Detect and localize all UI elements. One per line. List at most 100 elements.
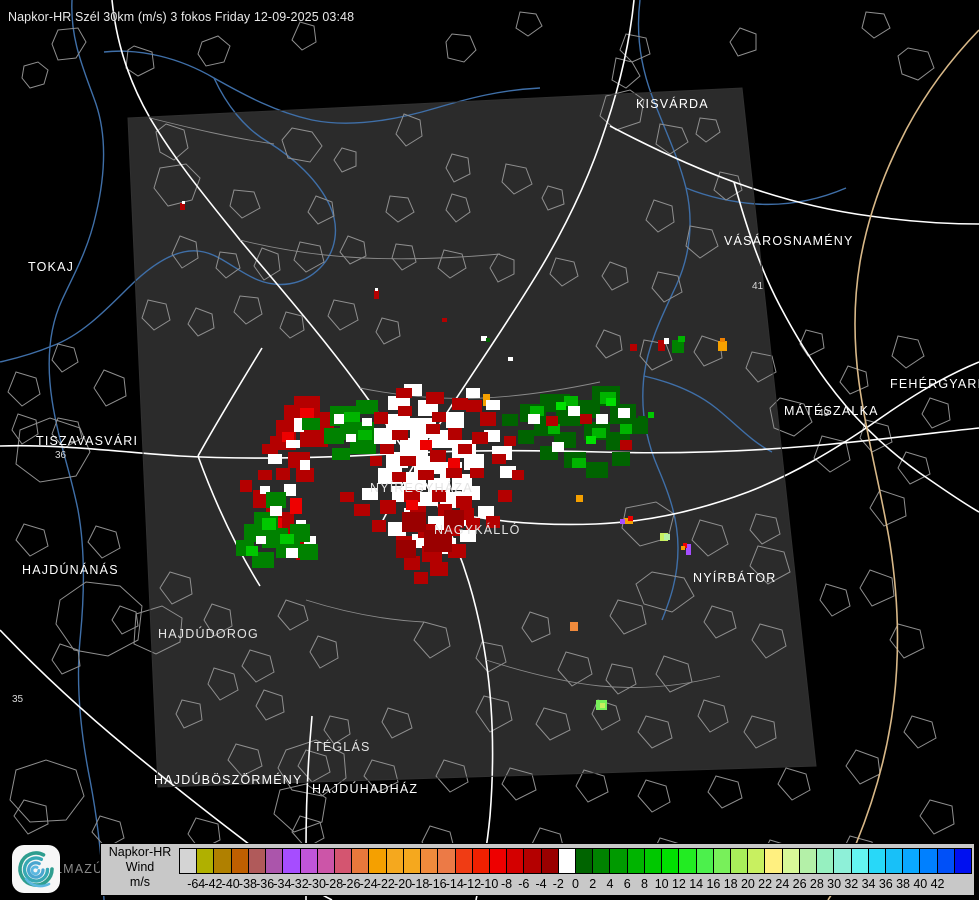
color-scale-cell[interactable] (885, 849, 904, 873)
color-scale-cell[interactable] (954, 849, 972, 873)
color-scale-tick-label: 40 (913, 877, 928, 891)
legend-subtitle: Wind (125, 860, 155, 874)
color-scale-cell[interactable] (180, 849, 198, 873)
color-scale-cell[interactable] (748, 849, 766, 873)
color-scale-tick-label: 28 (809, 877, 824, 891)
color-scale-tick-label: -28 (325, 877, 344, 891)
color-scale-tick-label: -8 (500, 877, 513, 891)
color-scale-tick-label: 4 (606, 877, 614, 891)
color-scale-tick-label: -20 (394, 877, 413, 891)
color-scale-cell[interactable] (386, 849, 404, 873)
color-scale-tick-label: -14 (445, 877, 464, 891)
color-scale-cell[interactable] (903, 849, 921, 873)
color-scale[interactable]: -64 -42 -40 -38 -36 -34 -32 -30 -28 -26 -24 -22 -20-… (179, 848, 972, 893)
color-scale-tick-label: -64 (187, 877, 206, 891)
color-scale-cell[interactable] (248, 849, 267, 873)
color-scale-cell[interactable] (799, 849, 818, 873)
color-scale-cell[interactable] (834, 849, 852, 873)
color-scale-tick-label: 36 (878, 877, 893, 891)
color-scale-cell[interactable] (421, 849, 439, 873)
color-scale-cell[interactable] (300, 849, 318, 873)
color-scale-cell[interactable] (438, 849, 456, 873)
color-scale-cell[interactable] (731, 849, 749, 873)
color-scale-cell[interactable] (524, 849, 542, 873)
road-number-41: 41 (752, 281, 764, 292)
color-scale-cell[interactable] (317, 849, 335, 873)
color-scale-cell[interactable] (403, 849, 422, 873)
color-scale-tick-label: -34 (273, 877, 292, 891)
color-scale-tick-label: 42 (930, 877, 945, 891)
color-scale-tick-label: -38 (238, 877, 257, 891)
color-scale-cell[interactable] (472, 849, 490, 873)
color-scale-cell[interactable] (644, 849, 663, 873)
color-scale-cell[interactable] (662, 849, 680, 873)
color-scale-cell[interactable] (231, 849, 249, 873)
color-scale-cell[interactable] (369, 849, 387, 873)
road-number-49: 49 (818, 408, 830, 419)
color-scale-tick-label: 6 (623, 877, 631, 891)
color-scale-cell[interactable] (868, 849, 886, 873)
color-scale-cell[interactable] (489, 849, 508, 873)
color-scale-tick-label: 8 (640, 877, 648, 891)
color-scale-cell[interactable] (352, 849, 370, 873)
color-scale-cell[interactable] (266, 849, 284, 873)
color-scale-tick-label: 16 (706, 877, 721, 891)
legend-units: m/s (129, 875, 151, 889)
color-scale-cell[interactable] (507, 849, 525, 873)
color-scale-tick-label: 22 (758, 877, 773, 891)
color-scale-tick-label: -18 (411, 877, 430, 891)
radar-coverage-border (127, 87, 817, 788)
color-scale-cell[interactable] (455, 849, 473, 873)
legend-title: Napkor-HR (108, 845, 172, 859)
color-scale-bar[interactable] (179, 848, 972, 874)
color-scale-tick-label: 20 (740, 877, 755, 891)
color-scale-legend: Napkor-HR Wind m/s -64 -42 -40 -38 -36 -34 -32… (100, 843, 975, 896)
color-scale-tick-label: 32 (844, 877, 859, 891)
color-scale-cell[interactable] (214, 849, 232, 873)
color-scale-tick-label: -2 (552, 877, 564, 891)
color-scale-tick-label: -42 (204, 877, 223, 891)
color-scale-cell[interactable] (541, 849, 559, 873)
road-number-36: 36 (55, 450, 67, 461)
color-scale-cell[interactable] (558, 849, 577, 873)
color-scale-cell[interactable] (851, 849, 869, 873)
color-scale-tick-label: -10 (480, 877, 499, 891)
color-scale-tick-label: 38 (896, 877, 910, 891)
color-scale-cell[interactable] (283, 849, 301, 873)
color-scale-tick-label: 2 (589, 877, 597, 891)
color-scale-cell[interactable] (713, 849, 731, 873)
color-scale-tick-label: 30 (827, 877, 842, 891)
spiral-swirl-logo[interactable] (12, 845, 60, 893)
color-scale-tick-label: 12 (671, 877, 686, 891)
color-scale-tick-label: -36 (256, 877, 275, 891)
color-scale-tick-label: 24 (775, 877, 790, 891)
color-scale-cell[interactable] (782, 849, 800, 873)
radar-echo-layer (180, 201, 727, 710)
color-scale-tick-label: 26 (792, 877, 807, 891)
color-scale-cell[interactable] (817, 849, 835, 873)
color-scale-tick-label: 34 (861, 877, 876, 891)
road-number-35: 35 (12, 694, 24, 705)
color-scale-cell[interactable] (765, 849, 783, 873)
color-scale-cell[interactable] (593, 849, 611, 873)
color-scale-tick-label: -6 (518, 877, 530, 891)
color-scale-tick-label: -24 (359, 877, 378, 891)
color-scale-cell[interactable] (696, 849, 714, 873)
color-scale-cell[interactable] (627, 849, 645, 873)
color-scale-tick-label: 18 (723, 877, 738, 891)
color-scale-cell[interactable] (610, 849, 628, 873)
color-scale-cell[interactable] (576, 849, 594, 873)
color-scale-tick-label: -26 (342, 877, 361, 891)
color-scale-tick-label: 0 (572, 877, 579, 891)
color-scale-tick-label: -32 (290, 877, 309, 891)
color-scale-cell[interactable] (920, 849, 938, 873)
color-scale-cell[interactable] (679, 849, 697, 873)
color-scale-cell[interactable] (937, 849, 955, 873)
color-scale-tick-label: -40 (221, 877, 240, 891)
color-scale-cell[interactable] (334, 849, 353, 873)
color-scale-cell[interactable] (197, 849, 215, 873)
color-scale-tick-label: -16 (428, 877, 447, 891)
